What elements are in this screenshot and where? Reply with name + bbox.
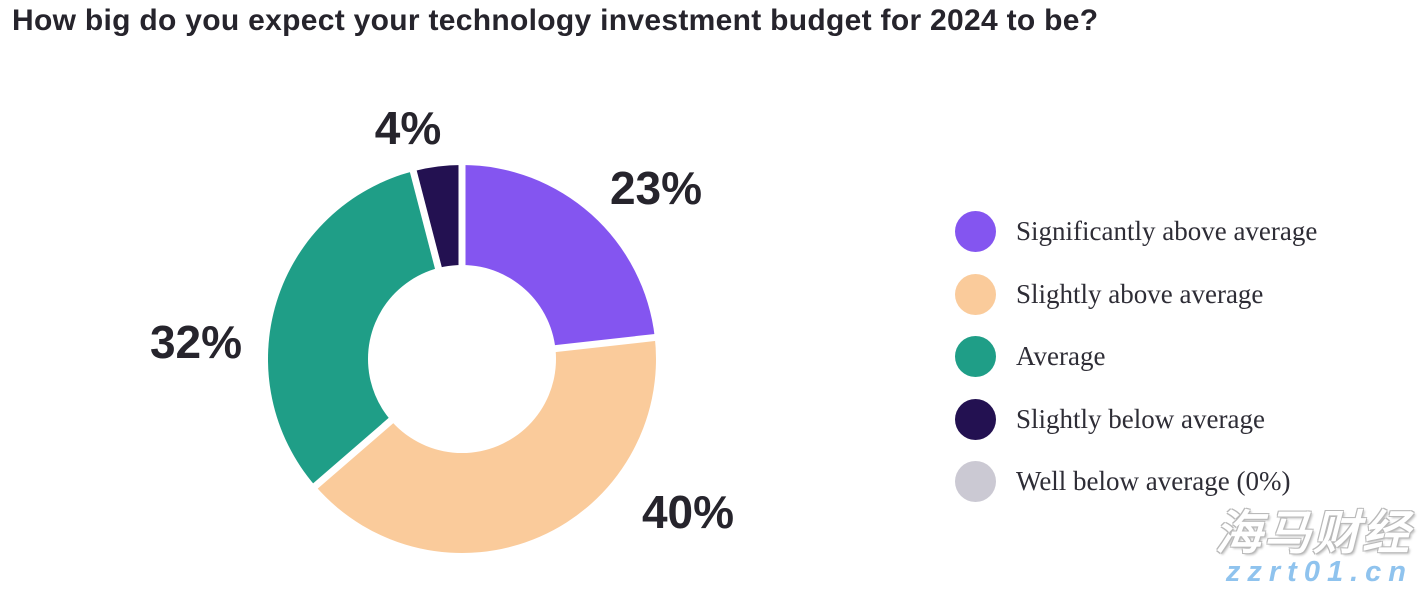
slice-label-slightly-above-average: 40% [641,486,735,538]
legend-swatch-icon [955,211,996,252]
legend-item-label: Slightly above average [1016,278,1264,309]
legend-item-label: Average [1016,341,1106,371]
donut-slice-average [268,171,462,487]
slice-label-average: 32% [149,316,243,368]
legend-item-label: Well below average (0%) [1016,466,1291,496]
legend-item-significantly-above-average: Significantly above average [955,211,1317,252]
legend-item-slightly-below-average: Slightly below average [955,398,1317,440]
legend-swatch-icon [955,336,996,377]
slice-label-slightly-below-average: 4% [374,102,442,154]
legend-item-average: Average [955,336,1317,377]
legend-swatch-icon [955,461,996,502]
donut-slice-slightly-below-average [413,165,462,359]
slice-separator [408,166,466,360]
watermark-brand-text: 海马财经 [1215,506,1411,559]
donut-hole [368,265,556,453]
watermark-url-text: zzrt01.cn [1225,556,1413,588]
legend-swatch-icon [955,273,996,315]
legend-item-well-below-average: Well below average (0%) [955,461,1317,502]
slice-separator [461,333,660,363]
slice-label-significantly-above-average: 23% [609,162,703,214]
legend-swatch-icon [955,398,996,440]
legend: Significantly above average Slightly abo… [955,211,1317,524]
legend-item-label: Significantly above average [1016,216,1318,246]
chart-title: How big do you expect your technology in… [12,4,1099,37]
legend-item-slightly-above-average: Slightly above average [955,273,1317,315]
donut-slice-slightly-above-average [315,337,656,553]
legend-item-label: Slightly below average [1016,403,1265,434]
slice-separator [310,356,465,492]
